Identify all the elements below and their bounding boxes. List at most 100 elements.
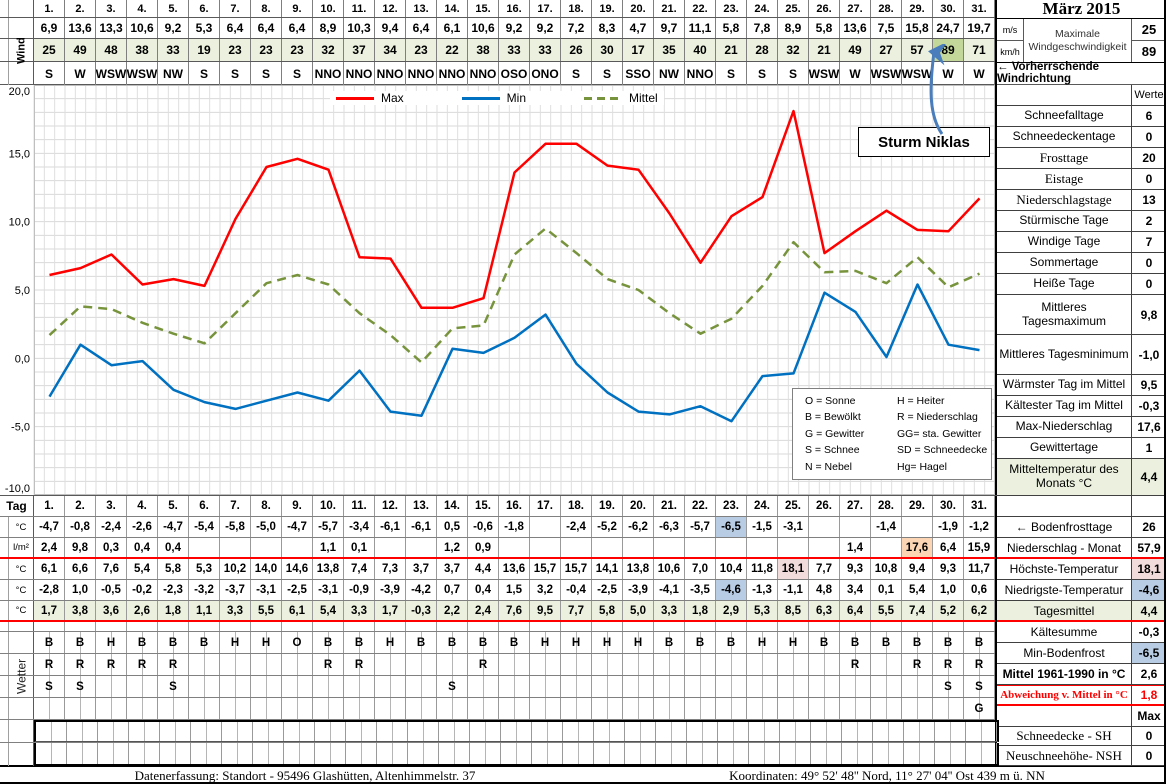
wind-ms-cell[interactable]: 9,2 bbox=[530, 18, 561, 38]
blank-cell[interactable] bbox=[840, 622, 871, 631]
bodenfrost-cell[interactable] bbox=[530, 517, 561, 537]
wind-kmh-cell[interactable]: 30 bbox=[592, 39, 623, 61]
tagesmittel-cell[interactable]: 2,9 bbox=[716, 601, 747, 620]
wind-direction-cell[interactable]: WSW bbox=[871, 62, 902, 85]
blank-cell[interactable] bbox=[933, 622, 964, 631]
weather-cell[interactable] bbox=[189, 654, 220, 675]
wind-kmh-cell[interactable]: 32 bbox=[778, 39, 809, 61]
schneedecke-cell[interactable] bbox=[315, 722, 346, 741]
weather-cell[interactable]: B bbox=[871, 632, 902, 653]
wind-ms-cell[interactable]: 13,3 bbox=[96, 18, 127, 38]
weather-cell[interactable]: S bbox=[964, 676, 995, 697]
summary-value[interactable]: 57,9 bbox=[1137, 540, 1161, 555]
weather-cell[interactable] bbox=[282, 654, 313, 675]
wind-ms-cell[interactable]: 9,7 bbox=[654, 18, 685, 38]
wind-direction-cell[interactable]: W bbox=[964, 62, 995, 85]
niedrigste-temperatur-cell[interactable]: -0,5 bbox=[96, 580, 127, 600]
weather-cell[interactable]: B bbox=[127, 632, 158, 653]
wind-ms-cell[interactable]: 9,2 bbox=[158, 18, 189, 38]
tag-cell[interactable]: 13. bbox=[406, 496, 437, 516]
schneedecke-cell[interactable] bbox=[842, 722, 873, 741]
niedrigste-temperatur-cell[interactable]: -2,5 bbox=[592, 580, 623, 600]
weather-cell[interactable]: R bbox=[313, 654, 344, 675]
weather-cell[interactable] bbox=[716, 676, 747, 697]
niederschlag-cell[interactable] bbox=[251, 538, 282, 557]
weather-cell[interactable]: H bbox=[561, 632, 592, 653]
day-header-cell[interactable]: 27. bbox=[840, 0, 871, 17]
weather-cell[interactable]: S bbox=[158, 676, 189, 697]
neuschnee-cell[interactable] bbox=[501, 743, 532, 764]
niederschlag-cell[interactable]: 6,4 bbox=[933, 538, 964, 557]
hoechste-temperatur-cell[interactable]: 9,4 bbox=[902, 559, 933, 579]
weather-cell[interactable]: B bbox=[437, 632, 468, 653]
weather-cell[interactable] bbox=[127, 698, 158, 719]
weather-cell[interactable] bbox=[34, 698, 65, 719]
schneedecke-cell[interactable] bbox=[346, 722, 377, 741]
niederschlag-cell[interactable] bbox=[406, 538, 437, 557]
niederschlag-cell[interactable] bbox=[220, 538, 251, 557]
neuschnee-cell[interactable] bbox=[160, 743, 191, 764]
hoechste-temperatur-cell[interactable]: 11,7 bbox=[964, 559, 995, 579]
bodenfrost-cell[interactable]: -1,4 bbox=[871, 517, 902, 537]
blank-cell[interactable] bbox=[96, 622, 127, 631]
niederschlag-cell[interactable] bbox=[282, 538, 313, 557]
bodenfrost-cell[interactable] bbox=[902, 517, 933, 537]
blank-cell[interactable] bbox=[530, 622, 561, 631]
blank-cell[interactable] bbox=[561, 622, 592, 631]
niederschlag-cell[interactable]: 1,1 bbox=[313, 538, 344, 557]
wind-ms-cell[interactable]: 5,8 bbox=[716, 18, 747, 38]
weather-cell[interactable] bbox=[251, 676, 282, 697]
niederschlag-cell[interactable] bbox=[623, 538, 654, 557]
tagesmittel-cell[interactable]: 6,4 bbox=[840, 601, 871, 620]
schneedecke-cell[interactable] bbox=[563, 722, 594, 741]
blank-cell[interactable] bbox=[716, 622, 747, 631]
stat-value[interactable]: 2 bbox=[1145, 214, 1153, 228]
weather-cell[interactable] bbox=[840, 676, 871, 697]
wind-direction-cell[interactable]: NNO bbox=[685, 62, 716, 85]
weather-cell[interactable]: S bbox=[34, 676, 65, 697]
hoechste-temperatur-cell[interactable]: 6,6 bbox=[65, 559, 96, 579]
wind-kmh-cell[interactable]: 40 bbox=[685, 39, 716, 61]
wind-kmh-cell[interactable]: 38 bbox=[468, 39, 499, 61]
weather-cell[interactable]: B bbox=[158, 632, 189, 653]
weather-cell[interactable] bbox=[220, 676, 251, 697]
wind-ms-cell[interactable]: 6,1 bbox=[437, 18, 468, 38]
hoechste-temperatur-cell[interactable]: 7,0 bbox=[685, 559, 716, 579]
tagesmittel-cell[interactable]: 7,4 bbox=[902, 601, 933, 620]
tagesmittel-cell[interactable]: 2,4 bbox=[468, 601, 499, 620]
bodenfrost-cell[interactable]: -0,6 bbox=[468, 517, 499, 537]
wind-kmh-cell[interactable]: 33 bbox=[530, 39, 561, 61]
niedrigste-temperatur-cell[interactable]: 3,2 bbox=[530, 580, 561, 600]
wind-kmh-cell[interactable]: 25 bbox=[34, 39, 65, 61]
wind-kmh-cell[interactable]: 49 bbox=[65, 39, 96, 61]
niederschlag-cell[interactable] bbox=[809, 538, 840, 557]
summary-value[interactable]: 1,8 bbox=[1140, 688, 1158, 702]
weather-cell[interactable]: R bbox=[344, 654, 375, 675]
tag-cell[interactable]: 27. bbox=[840, 496, 871, 516]
summary-value[interactable]: 0 bbox=[1145, 748, 1153, 763]
neuschnee-cell[interactable] bbox=[315, 743, 346, 764]
schneedecke-cell[interactable] bbox=[408, 722, 439, 741]
weather-cell[interactable] bbox=[809, 654, 840, 675]
weather-cell[interactable]: B bbox=[840, 632, 871, 653]
day-header-cell[interactable]: 3. bbox=[96, 0, 127, 17]
neuschnee-cell[interactable] bbox=[625, 743, 656, 764]
weather-cell[interactable] bbox=[592, 654, 623, 675]
weather-cell[interactable] bbox=[65, 698, 96, 719]
wind-kmh-cell[interactable]: 89 bbox=[933, 39, 964, 61]
neuschnee-cell[interactable] bbox=[36, 743, 67, 764]
niederschlag-cell[interactable]: 0,3 bbox=[96, 538, 127, 557]
tag-cell[interactable]: 1. bbox=[34, 496, 65, 516]
bodenfrost-cell[interactable]: 0,5 bbox=[437, 517, 468, 537]
day-header-cell[interactable]: 10. bbox=[313, 0, 344, 17]
hoechste-temperatur-cell[interactable]: 4,4 bbox=[468, 559, 499, 579]
weather-cell[interactable] bbox=[530, 654, 561, 675]
weather-cell[interactable] bbox=[840, 698, 871, 719]
wind-direction-cell[interactable]: NW bbox=[158, 62, 189, 85]
stat-value[interactable]: 13 bbox=[1142, 193, 1156, 207]
neuschnee-cell[interactable] bbox=[284, 743, 315, 764]
weather-cell[interactable] bbox=[654, 676, 685, 697]
weather-cell[interactable] bbox=[437, 654, 468, 675]
wind-kmh-cell[interactable]: 33 bbox=[158, 39, 189, 61]
wind-direction-cell[interactable]: NNO bbox=[406, 62, 437, 85]
